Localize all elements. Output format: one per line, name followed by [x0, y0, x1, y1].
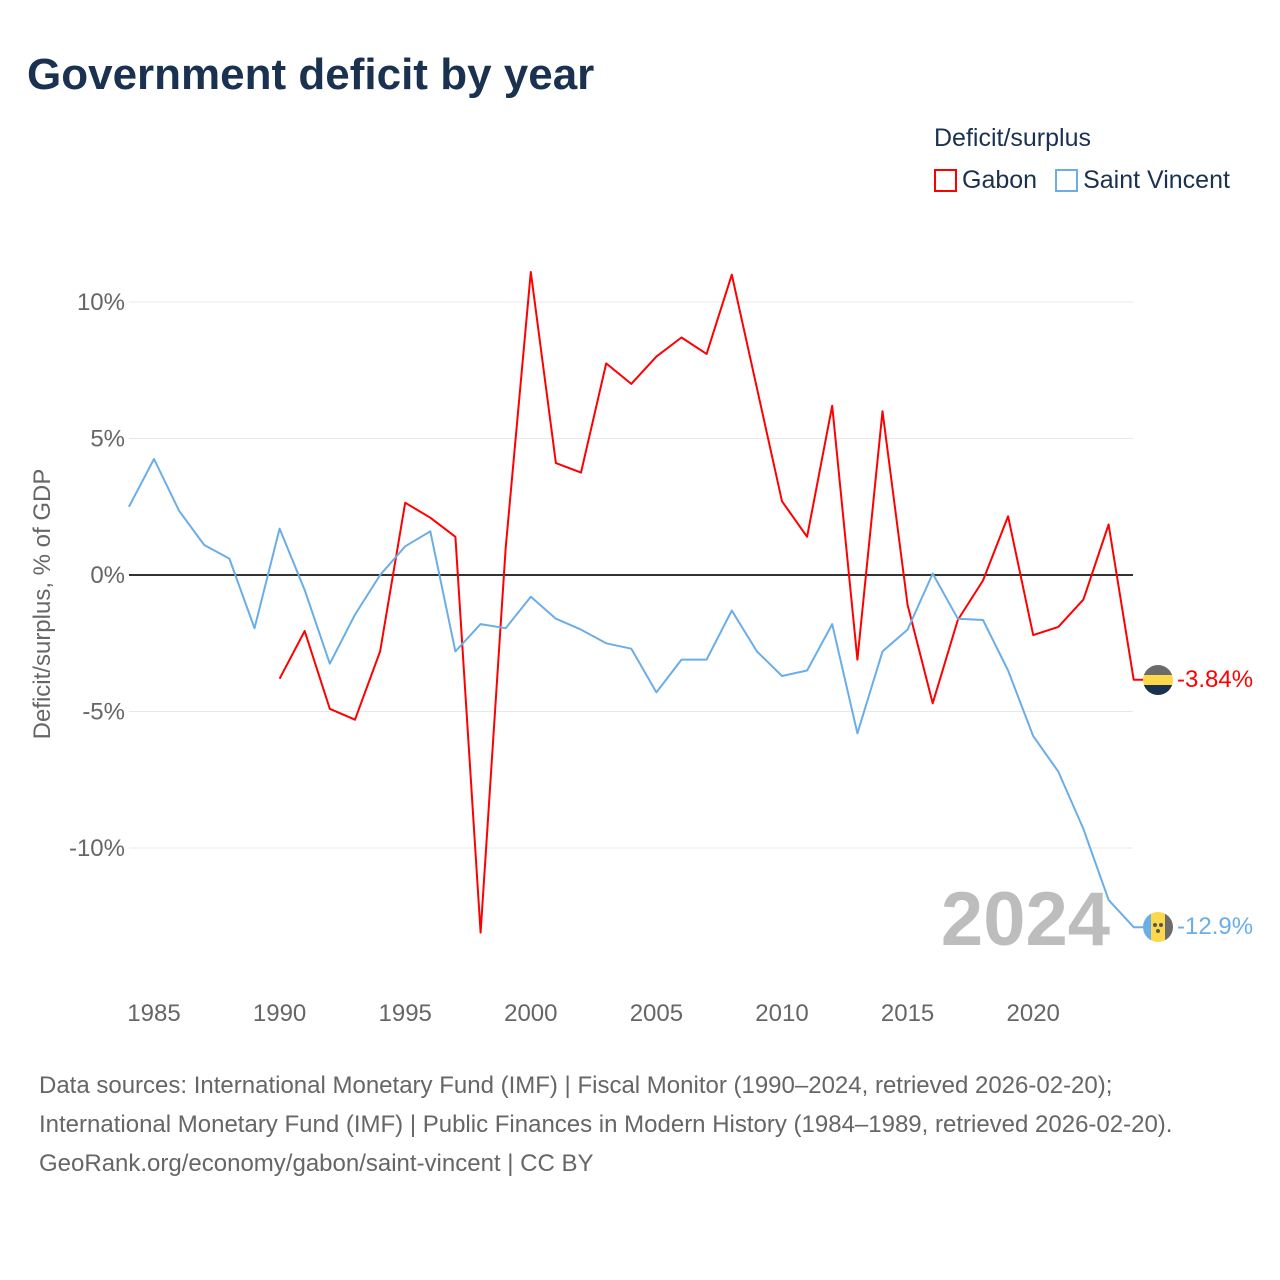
y-tick-label: 10%	[77, 289, 125, 316]
footer: Data sources: International Monetary Fun…	[39, 1066, 1239, 1183]
flag-saint-vincent-icon	[1143, 912, 1173, 942]
year-watermark: 2024	[941, 877, 1110, 962]
end-label-gabon: -3.84%	[1177, 666, 1253, 693]
series-line-saint-vincent[interactable]	[128, 458, 1145, 929]
legend-item-gabon[interactable]: Gabon	[934, 166, 1037, 195]
legend-swatch-gabon	[934, 169, 957, 192]
x-tick-label: 2005	[630, 1000, 683, 1027]
flag-gabon-icon	[1143, 665, 1173, 695]
legend-title: Deficit/surplus	[934, 124, 1091, 152]
legend-item-saint-vincent[interactable]: Saint Vincent	[1055, 166, 1230, 195]
y-axis-label: Deficit/surplus, % of GDP	[29, 469, 56, 740]
legend-swatch-saint-vincent	[1055, 169, 1079, 192]
data-sources: Data sources: International Monetary Fun…	[39, 1072, 1173, 1138]
x-tick-label: 2015	[881, 1000, 934, 1027]
x-tick-label: 2010	[755, 1000, 808, 1027]
end-label-saint-vincent: -12.9%	[1177, 913, 1253, 940]
x-tick-label: 1995	[379, 1000, 432, 1027]
x-tick-label: 2020	[1007, 1000, 1060, 1027]
y-tick-label: 5%	[90, 426, 125, 453]
legend-label-gabon: Gabon	[962, 166, 1038, 194]
legend: Gabon Saint Vincent	[934, 166, 1230, 195]
legend-label-saint-vincent: Saint Vincent	[1083, 166, 1230, 194]
y-tick-label: -5%	[82, 699, 125, 726]
credit-link[interactable]: GeoRank.org/economy/gabon/saint-vincent …	[39, 1150, 594, 1177]
y-tick-label: -10%	[69, 835, 125, 862]
chart-title: Government deficit by year	[27, 50, 595, 99]
line-chart: 10% 5% 0% -5% -10% 1985 1990 1995 2000 2005 2010 20…	[29, 271, 1253, 1027]
x-tick-label: 1990	[253, 1000, 306, 1027]
series-line-gabon[interactable]	[278, 271, 1145, 934]
x-tick-label: 1985	[127, 1000, 180, 1027]
y-tick-label: 0%	[90, 562, 125, 589]
x-tick-label: 2000	[504, 1000, 557, 1027]
